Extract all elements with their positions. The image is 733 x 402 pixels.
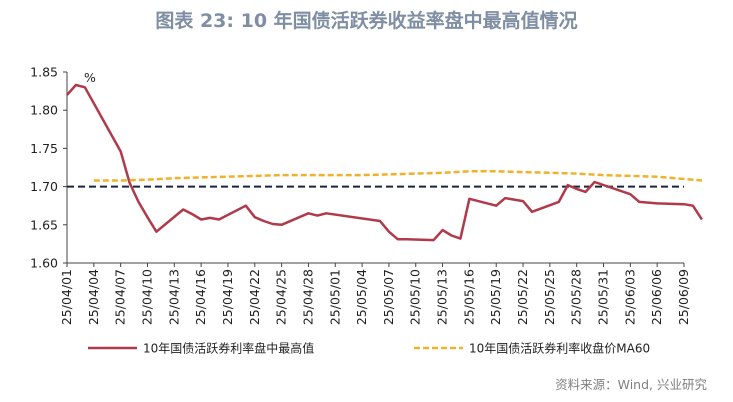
x-tick-label: 25/04/19 [220, 269, 235, 325]
x-tick-label: 25/06/09 [676, 269, 691, 325]
source-note: 资料来源：Wind, 兴业研究 [555, 377, 707, 392]
legend-label: 10年国债活跃券利率收盘价MA60 [469, 341, 650, 356]
x-tick-label: 25/05/16 [461, 269, 476, 325]
y-tick-label: 1.75 [30, 141, 58, 156]
x-tick-label: 25/05/22 [515, 269, 530, 325]
x-tick-label: 25/05/31 [596, 269, 611, 325]
chart-title: 图表 23: 10 年国债活跃券收益率盘中最高值情况 [155, 10, 578, 32]
series-line-intraday-high [66, 83, 703, 242]
y-axis: 1.85 1.80 1.75 1.70 1.65 1.60 [30, 65, 68, 271]
x-tick-label: 25/06/03 [622, 269, 637, 325]
x-tick-label: 25/04/13 [166, 269, 181, 325]
x-tick-label: 25/04/25 [274, 269, 289, 325]
y-tick-label: 1.60 [30, 256, 58, 271]
y-tick-label: 1.70 [30, 179, 58, 194]
x-tick-label: 25/05/13 [435, 269, 450, 325]
x-tick-label: 25/04/01 [59, 269, 74, 325]
y-tick-label: 1.85 [30, 65, 58, 80]
y-axis-unit-label: % [84, 70, 96, 85]
x-tick-label: 25/04/22 [247, 269, 262, 325]
series-group [66, 83, 703, 242]
x-tick-label: 25/04/07 [113, 269, 128, 325]
x-tick-label: 25/04/10 [139, 269, 154, 325]
y-tick-label: 1.65 [30, 217, 58, 232]
x-tick-label: 25/06/06 [649, 269, 664, 325]
x-tick-label: 25/05/28 [569, 269, 584, 325]
x-tick-label: 25/04/04 [86, 269, 101, 325]
series-line-ma60 [93, 170, 703, 182]
x-tick-label: 25/04/28 [300, 269, 315, 325]
x-tick-label: 25/05/25 [542, 269, 557, 325]
x-axis: 25/04/01 25/04/04 25/04/07 25/04/10 25/04/13… [59, 262, 691, 325]
legend-label: 10年国债活跃券利率盘中最高值 [143, 341, 314, 356]
x-tick-label: 25/05/04 [354, 269, 369, 325]
x-tick-label: 25/05/10 [408, 269, 423, 325]
y-tick-label: 1.80 [30, 103, 58, 118]
x-tick-label: 25/05/19 [488, 269, 503, 325]
x-tick-label: 25/05/01 [327, 269, 342, 325]
x-tick-label: 25/04/16 [193, 269, 208, 325]
x-tick-label: 25/05/07 [381, 269, 396, 325]
legend: 10年国债活跃券利率盘中最高值 10年国债活跃券利率收盘价MA60 [88, 341, 650, 356]
